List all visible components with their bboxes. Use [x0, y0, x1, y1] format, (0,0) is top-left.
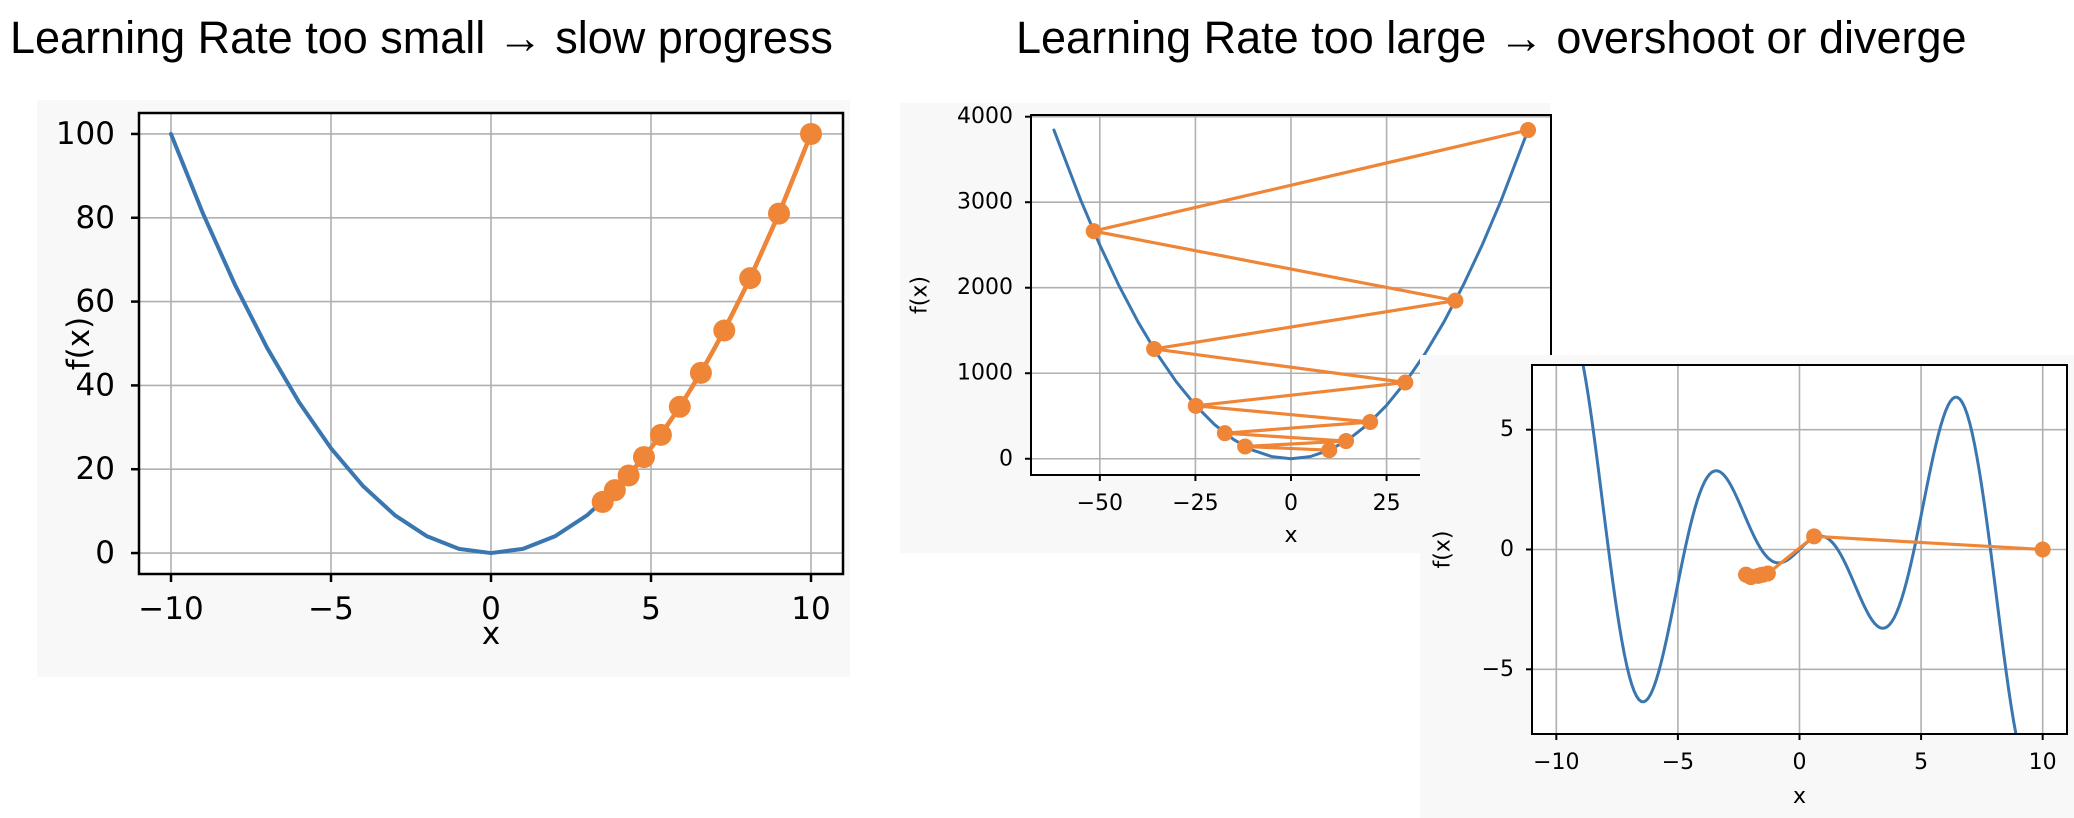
descent-step-point: [739, 267, 762, 290]
left-heading: Learning Rate too small → slow progress: [10, 12, 833, 63]
y-tick-label: 60: [76, 284, 115, 320]
x-tick-label: 0: [1793, 750, 1807, 775]
x-tick-label: 5: [641, 591, 661, 627]
y-axis-label: f(x): [1431, 531, 1456, 569]
y-tick-label: 0: [999, 446, 1013, 471]
x-axis-label: x: [1284, 523, 1297, 548]
descent-step-point: [768, 202, 790, 225]
descent-step-point: [668, 395, 691, 418]
y-tick-label: 0: [95, 535, 115, 571]
descent-step-point: [1362, 413, 1379, 430]
descent-step-point: [649, 423, 672, 446]
x-tick-label: −10: [138, 591, 203, 627]
x-tick-label: 10: [2029, 750, 2057, 775]
descent-step-point: [1397, 374, 1414, 391]
y-tick-label: 0: [1500, 537, 1514, 562]
y-tick-label: 3000: [957, 190, 1013, 215]
x-axis-label: x: [482, 616, 500, 652]
y-axis-label: f(x): [61, 317, 97, 370]
x-axis-label: x: [1793, 784, 1806, 809]
x-tick-label: 10: [791, 591, 830, 627]
descent-step-point: [1806, 528, 1823, 545]
right-heading: Learning Rate too large → overshoot or d…: [1016, 12, 1967, 63]
chart-panel-inset: −10 −5 0 5 10 −5 0 5 x f(x): [1420, 355, 2074, 818]
x-tick-label: 0: [1284, 491, 1298, 516]
chart-inset-nonconvex: −10 −5 0 5 10 −5 0 5 x f(x): [1431, 364, 2068, 809]
descent-step-point: [1187, 397, 1204, 414]
descent-step-point: [591, 490, 614, 513]
descent-step-point: [713, 319, 736, 342]
descent-step-point: [632, 446, 655, 469]
y-axis-label: f(x): [908, 276, 933, 314]
x-tick-label: −50: [1077, 491, 1123, 516]
y-tick-label: 100: [56, 116, 115, 152]
y-tick-label: −5: [1482, 657, 1514, 682]
y-tick-label: 20: [76, 451, 115, 487]
x-tick-label: 0: [481, 591, 501, 627]
y-tick-label: 80: [76, 200, 115, 236]
descent-step-point: [1146, 340, 1163, 357]
descent-step-point: [1237, 438, 1254, 455]
x-tick-label: 5: [1914, 750, 1928, 775]
descent-step-point: [617, 464, 640, 487]
descent-step-point: [800, 122, 822, 145]
descent-step-point: [1738, 566, 1754, 583]
y-tick-label: 2000: [957, 275, 1013, 300]
descent-step-point: [1085, 223, 1102, 240]
x-tick-label: −5: [308, 591, 354, 627]
descent-step-point: [1321, 442, 1338, 459]
y-tick-label: 40: [76, 367, 115, 403]
function-curve: [1052, 128, 1530, 461]
descent-step-point: [1520, 122, 1537, 139]
y-tick-label: 5: [1500, 417, 1514, 442]
chart-panel-small-lr: −10 −5 0 5 10 0 20 40 60 80 100 x f(x): [37, 100, 850, 677]
descent-step-point: [1338, 433, 1355, 450]
x-tick-label: 25: [1373, 491, 1401, 516]
descent-step-point: [1216, 425, 1233, 442]
x-tick-label: −25: [1172, 491, 1218, 516]
descent-step-point: [2034, 541, 2051, 558]
descent-step-point: [1447, 292, 1464, 309]
x-tick-label: −10: [1533, 750, 1579, 775]
descent-step-point: [689, 361, 712, 384]
y-tick-label: 1000: [957, 361, 1013, 386]
y-tick-label: 4000: [957, 104, 1013, 129]
x-tick-label: −5: [1662, 750, 1694, 775]
